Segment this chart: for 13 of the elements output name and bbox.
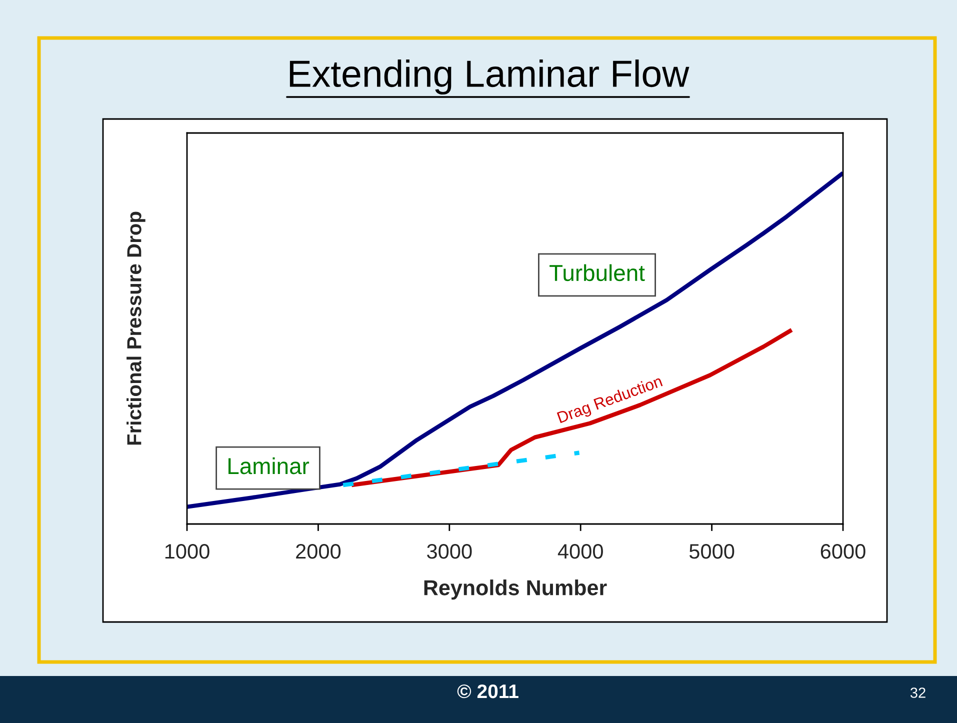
x-tick-label: 1000 (165, 544, 210, 559)
x-tick-label: 3000 (427, 544, 472, 559)
x-tick-label: 2000 (296, 544, 341, 559)
x-tick-label: 5000 (689, 544, 734, 559)
x-tick-label: 4000 (558, 544, 603, 559)
chart-title: Extending Laminar Flow (290, 60, 690, 94)
text: 32 (910, 688, 926, 698)
text: © 2011 (457, 684, 518, 698)
annotation: Turbulent (550, 264, 645, 282)
y-axis-title: Frictional Pressure Drop (126, 212, 146, 445)
annotation: Laminar (228, 457, 310, 474)
x-axis-title: Reynolds Number (424, 580, 607, 600)
x-tick-label: 6000 (820, 544, 866, 559)
